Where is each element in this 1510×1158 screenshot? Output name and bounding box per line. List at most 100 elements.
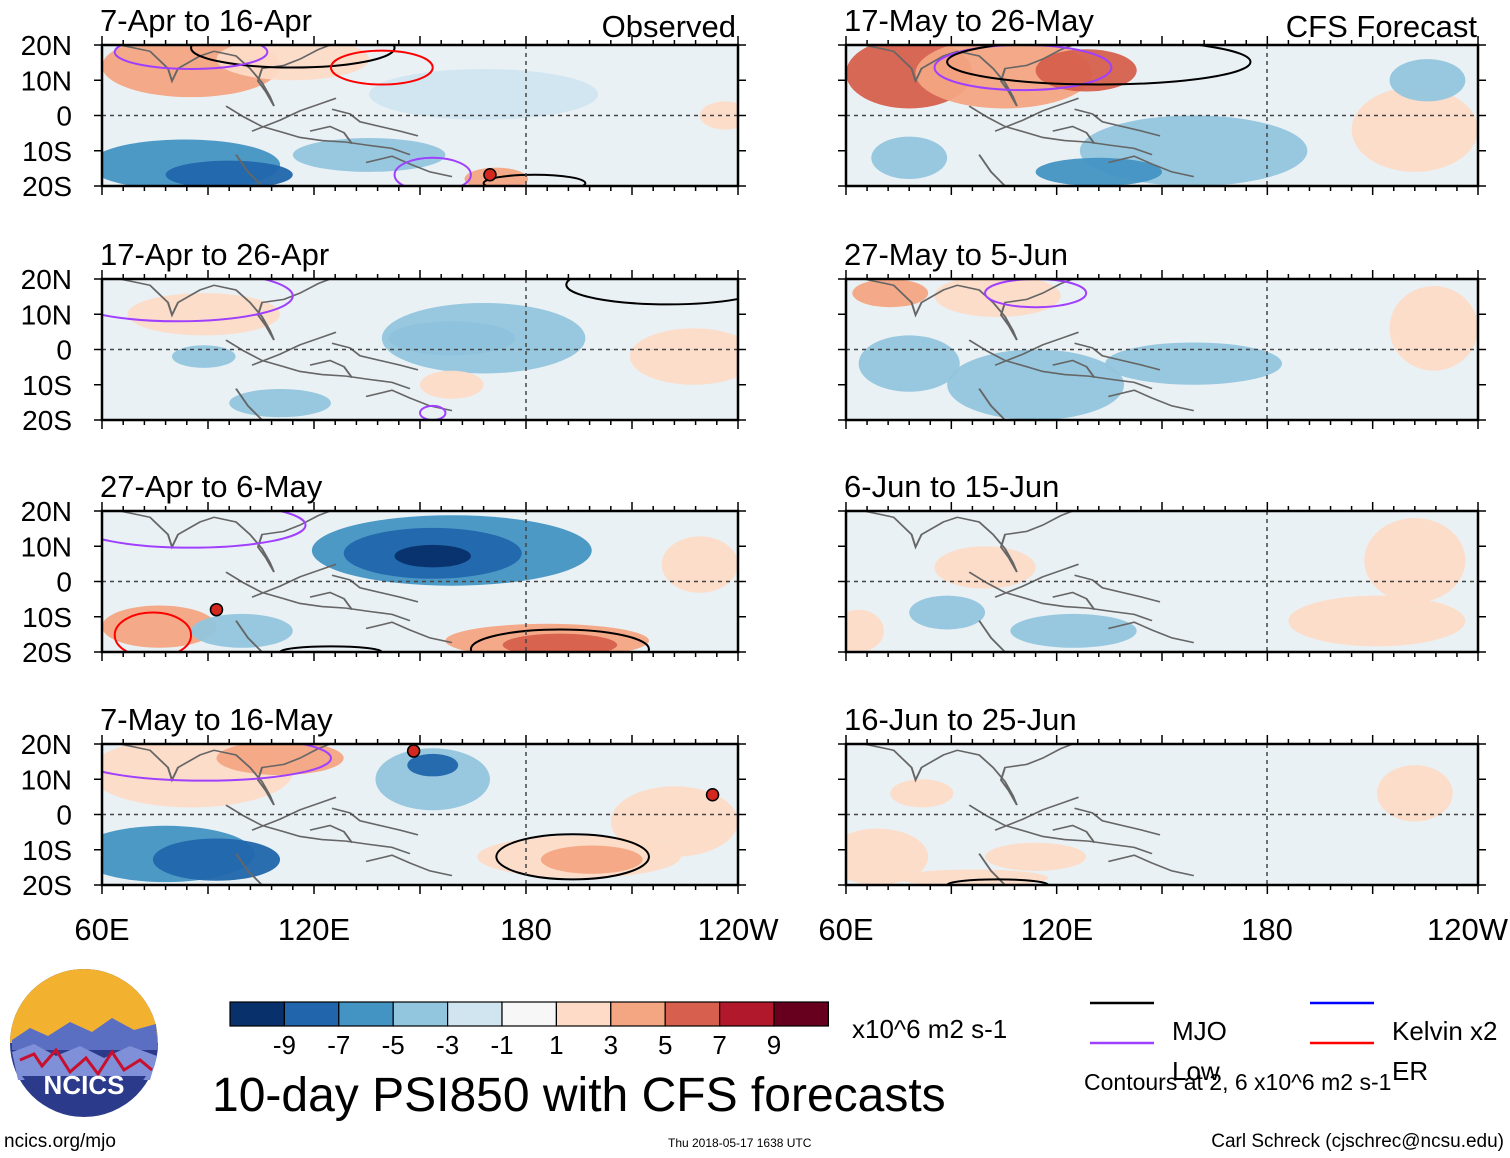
figure-title: 10-day PSI850 with CFS forecasts [212, 1069, 946, 1122]
panel-title: 6-Jun to 15-Jun [844, 469, 1059, 504]
colorbar-swatch [392, 1001, 449, 1027]
cyclone-icon [705, 788, 720, 802]
lat-label: 10N [21, 65, 72, 96]
colorbar-swatch [501, 1001, 558, 1027]
anomaly-region [858, 335, 960, 392]
legend [1090, 1001, 1374, 1045]
observed-label: Observed [602, 9, 736, 44]
anomaly-region [1389, 59, 1466, 102]
panel-title: 7-May to 16-May [100, 702, 333, 737]
anomaly-region [610, 786, 738, 857]
colorbar-swatch [555, 1001, 612, 1027]
lon-label: 120W [1427, 912, 1509, 947]
anomaly-region [846, 828, 929, 885]
anomaly-region [1010, 613, 1137, 648]
site-link[interactable]: ncics.org/mjo [4, 1131, 116, 1152]
panel-title: 27-May to 5-Jun [844, 237, 1068, 272]
anomaly-region [407, 753, 459, 777]
anomaly-region [846, 609, 884, 652]
lat-label: 20S [22, 171, 72, 202]
anomaly-region [171, 345, 236, 368]
timestamp: Thu 2018-05-17 1638 UTC [668, 1136, 812, 1150]
contour-line [984, 279, 1088, 309]
lat-label: 10N [21, 299, 72, 330]
anomaly-region [1376, 765, 1453, 822]
lat-label: 10S [22, 370, 72, 401]
lat-label: 20N [21, 30, 72, 61]
lat-label: 10N [21, 531, 72, 562]
lat-label: 20S [22, 870, 72, 901]
map-panel: 6-Jun to 15-Jun [838, 469, 1486, 661]
colorbar-swatch [283, 1001, 340, 1027]
lat-label: 10S [22, 136, 72, 167]
lon-label: 120E [278, 912, 350, 947]
colorbar-swatch [447, 1001, 503, 1027]
contour-line [495, 833, 650, 881]
colorbar-tick-label: 5 [658, 1030, 672, 1060]
colorbar-tick-label: -3 [436, 1030, 459, 1060]
legend-label-low: Low [1172, 1056, 1220, 1086]
anomaly-region [1351, 87, 1478, 172]
anomaly-region [191, 613, 293, 648]
anomaly-region [1364, 518, 1466, 603]
contour-line [933, 45, 1113, 92]
anomaly-region [369, 68, 599, 120]
lon-label: 60E [74, 912, 129, 947]
anomaly-region [890, 779, 954, 808]
anomaly-region [229, 388, 331, 418]
anomaly-region [629, 328, 738, 385]
contour-line [946, 45, 1252, 86]
colorbar: -9 -7 -5 -3 -1 1 3 5 7 9 [229, 1001, 830, 1060]
author-credit: Carl Schreck (cjschrec@ncsu.edu) [1211, 1131, 1504, 1152]
anomaly-region [852, 279, 929, 308]
contour-line [469, 628, 650, 652]
colorbar-units: x10^6 m2 s-1 [852, 1014, 1008, 1044]
contour-line [102, 511, 307, 549]
contour-line [565, 279, 738, 306]
lon-label: 180 [500, 912, 552, 947]
map-panel: 20N 10N 0 10S 20S 27-Apr to 6-May [21, 469, 746, 668]
colorbar-swatch [338, 1001, 394, 1027]
colorbar-swatch [610, 1001, 666, 1027]
anomaly-region [1105, 342, 1283, 385]
lat-label: 0 [56, 567, 72, 598]
map-panel: 17-May to 26-May CFS Forecast [838, 3, 1486, 195]
anomaly-region [127, 293, 281, 336]
cyclone-icon [483, 167, 497, 182]
colorbar-tick-label: 7 [712, 1030, 726, 1060]
contour-line [393, 156, 472, 186]
colorbar-tick-label: -5 [382, 1030, 405, 1060]
lon-label: 60E [818, 912, 873, 947]
anomaly-region [1389, 286, 1478, 371]
anomaly-region [1035, 49, 1137, 92]
map-panel: 20N 10N 0 10S 20S 17-Apr to 26-Apr [21, 237, 746, 436]
contour-line [102, 744, 332, 782]
legend-label-kelvin: Kelvin x2 [1392, 1016, 1498, 1046]
contour-note: Contours at 2, 6 x10^6 m2 s-1 [1084, 1069, 1392, 1095]
anomaly-region [1035, 157, 1163, 186]
anomaly-region [292, 138, 446, 172]
map-panel: 27-May to 5-Jun [838, 237, 1486, 429]
contour-line [113, 611, 193, 652]
cyclone-icon [406, 744, 421, 758]
colorbar-tick-label: -7 [327, 1030, 350, 1060]
contour-line [190, 45, 396, 69]
anomaly-region [909, 595, 986, 630]
contour-line [113, 45, 269, 70]
panel-title: 27-Apr to 6-May [100, 469, 323, 504]
lat-label: 0 [56, 800, 72, 831]
anomaly-region [152, 838, 281, 881]
colorbar-tick-label: 9 [767, 1030, 781, 1060]
panel-title: 16-Jun to 25-Jun [844, 702, 1077, 737]
panel-title: 17-Apr to 26-Apr [100, 237, 329, 272]
colorbar-swatch [718, 1001, 775, 1027]
colorbar-tick-label: -9 [273, 1030, 296, 1060]
lat-label: 20S [22, 637, 72, 668]
anomaly-region [1288, 595, 1466, 647]
anomaly-region [934, 279, 1061, 318]
lat-label: 10S [22, 835, 72, 866]
contour-line [102, 279, 294, 323]
anomaly-region [661, 536, 738, 593]
cyclone-icon [209, 602, 224, 617]
